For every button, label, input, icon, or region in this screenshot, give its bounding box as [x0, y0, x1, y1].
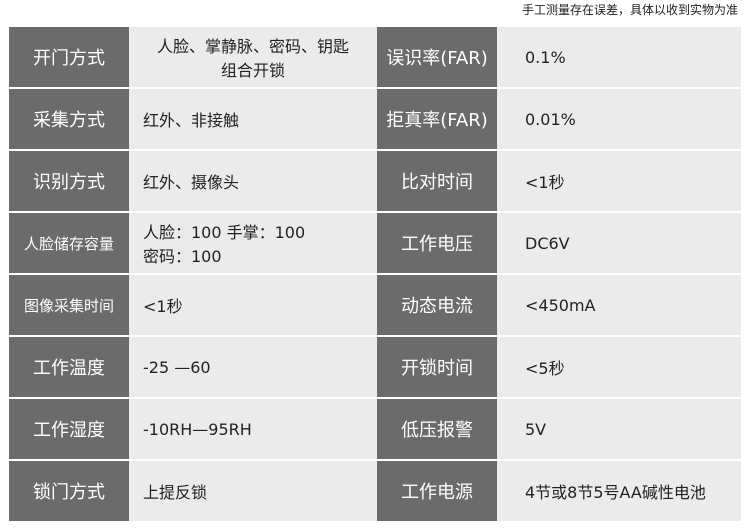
spec-value-line: <1秒	[143, 297, 183, 316]
spec-label: 开门方式	[9, 27, 129, 87]
spec-label: 人脸储存容量	[9, 213, 129, 273]
spec-value: -10RH—95RH	[129, 399, 377, 459]
spec-value: 4节或8节5号AA碱性电池	[497, 461, 741, 521]
spec-label: 动态电流	[377, 275, 497, 335]
spec-label: 工作温度	[9, 337, 129, 397]
spec-label: 采集方式	[9, 89, 129, 149]
spec-label: 误识率(FAR)	[377, 27, 497, 87]
spec-value-line: -25 —60	[143, 357, 211, 377]
disclaimer-note: 手工测量存在误差，具体以收到实物为准	[521, 3, 738, 17]
spec-value-line: 组合开锁	[220, 61, 285, 80]
spec-value-line: -10RH—95RH	[143, 419, 252, 439]
spec-value-line: 红外、摄像头	[143, 173, 240, 192]
spec-row: 工作湿度 -10RH—95RH 低压报警 5V	[9, 399, 741, 459]
spec-row: 采集方式 红外、非接触 拒真率(FAR) 0.01%	[9, 89, 741, 149]
spec-value: 5V	[497, 399, 741, 459]
spec-row: 图像采集时间 <1秒 动态电流 <450mA	[9, 275, 741, 335]
spec-value: 红外、摄像头	[129, 151, 377, 211]
spec-value-line: 人脸：100 手掌：100	[143, 223, 306, 242]
spec-value-line: 人脸、掌静脉、密码、钥匙	[156, 37, 349, 56]
spec-value: 上提反锁	[129, 461, 377, 521]
spec-value: DC6V	[497, 213, 741, 273]
spec-value: <1秒	[129, 275, 377, 335]
spec-value: 人脸、掌静脉、密码、钥匙 组合开锁	[129, 27, 377, 87]
spec-label: 拒真率(FAR)	[377, 89, 497, 149]
spec-value-line: 上提反锁	[143, 483, 208, 502]
spec-value: 0.1%	[497, 27, 741, 87]
spec-row: 人脸储存容量 人脸：100 手掌：100 密码：100 工作电压 DC6V	[9, 213, 741, 273]
spec-value: <5秒	[497, 337, 741, 397]
spec-value: <450mA	[497, 275, 741, 335]
spec-row: 工作温度 -25 —60 开锁时间 <5秒	[9, 337, 741, 397]
spec-label: 锁门方式	[9, 461, 129, 521]
spec-label: 工作电源	[377, 461, 497, 521]
spec-row: 开门方式 人脸、掌静脉、密码、钥匙 组合开锁 误识率(FAR) 0.1%	[9, 27, 741, 87]
spec-label: 图像采集时间	[9, 275, 129, 335]
spec-label: 低压报警	[377, 399, 497, 459]
spec-value-line: 密码：100	[143, 247, 222, 266]
spec-row: 识别方式 红外、摄像头 比对时间 <1秒	[9, 151, 741, 211]
spec-label: 开锁时间	[377, 337, 497, 397]
spec-label: 识别方式	[9, 151, 129, 211]
spec-value: 红外、非接触	[129, 89, 377, 149]
spec-label: 工作湿度	[9, 399, 129, 459]
spec-label: 比对时间	[377, 151, 497, 211]
spec-row: 锁门方式 上提反锁 工作电源 4节或8节5号AA碱性电池	[9, 461, 741, 521]
spec-value: 人脸：100 手掌：100 密码：100	[129, 213, 377, 273]
spec-value: <1秒	[497, 151, 741, 211]
spec-value: 0.01%	[497, 89, 741, 149]
spec-value-line: 红外、非接触	[143, 111, 240, 130]
spec-table: 开门方式 人脸、掌静脉、密码、钥匙 组合开锁 误识率(FAR) 0.1% 采集方式 红外、非…	[9, 27, 741, 523]
spec-value: -25 —60	[129, 337, 377, 397]
spec-label: 工作电压	[377, 213, 497, 273]
